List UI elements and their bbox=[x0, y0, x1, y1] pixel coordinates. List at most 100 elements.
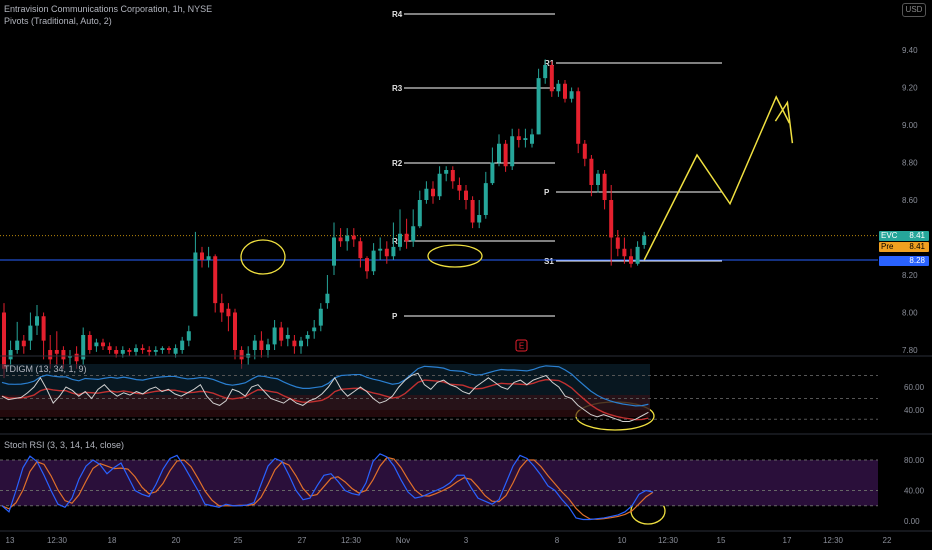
pivot-label: R2 bbox=[392, 159, 403, 168]
candle bbox=[516, 128, 521, 148]
candle-body bbox=[477, 215, 482, 223]
candle bbox=[576, 87, 581, 154]
candle-body bbox=[318, 308, 323, 326]
candle-body bbox=[437, 173, 442, 197]
candle bbox=[28, 312, 33, 350]
candle bbox=[94, 338, 99, 352]
candle-body bbox=[153, 350, 158, 352]
stoch-rsi-pane: 80.00 40.00 0.00 bbox=[0, 453, 925, 526]
candle bbox=[259, 331, 264, 358]
candle-body bbox=[464, 190, 468, 200]
stoch-k-line bbox=[1, 453, 654, 521]
candle bbox=[107, 342, 112, 354]
candle bbox=[186, 325, 191, 347]
candle-body bbox=[391, 246, 396, 257]
candle-body bbox=[101, 342, 105, 347]
candle bbox=[338, 228, 343, 247]
candle-body bbox=[589, 158, 594, 185]
candle-body bbox=[259, 340, 264, 350]
candle bbox=[615, 230, 620, 257]
candle bbox=[193, 231, 198, 317]
candle-body bbox=[186, 331, 191, 341]
candle bbox=[464, 185, 468, 210]
candle bbox=[503, 140, 508, 172]
candle bbox=[622, 237, 627, 264]
candle-body bbox=[35, 316, 39, 326]
candle bbox=[470, 196, 475, 229]
candle-body bbox=[497, 143, 501, 163]
candle-body bbox=[384, 248, 389, 257]
pivot-label: S1 bbox=[544, 257, 554, 266]
y-tick-label: 7.80 bbox=[902, 346, 918, 355]
x-tick-label: 12:30 bbox=[341, 536, 362, 545]
x-tick-label: 18 bbox=[108, 536, 117, 545]
candle bbox=[510, 128, 515, 170]
candle-body bbox=[622, 248, 627, 257]
candle-body bbox=[312, 327, 317, 332]
candle-body bbox=[61, 350, 66, 360]
tdi-price-line bbox=[1, 372, 649, 422]
candle-body bbox=[483, 183, 488, 215]
candle bbox=[318, 303, 323, 332]
candle-body bbox=[2, 312, 6, 369]
candle bbox=[153, 346, 158, 356]
candle bbox=[219, 293, 224, 322]
earnings-marker[interactable]: E bbox=[515, 339, 528, 352]
candle bbox=[312, 320, 317, 339]
candle bbox=[345, 228, 350, 251]
candle-body bbox=[8, 350, 13, 360]
candle bbox=[279, 321, 284, 347]
stoch-legend[interactable]: Stoch RSI (3, 3, 14, 14, close) bbox=[4, 440, 125, 450]
candle-body bbox=[635, 246, 640, 264]
candle-body bbox=[15, 340, 20, 350]
candle-body bbox=[213, 256, 218, 304]
candle bbox=[523, 128, 528, 148]
candle bbox=[173, 344, 178, 358]
candle-body bbox=[510, 136, 515, 167]
candle bbox=[477, 200, 482, 229]
candle-body bbox=[457, 185, 462, 191]
pivot-label: R1 bbox=[392, 237, 403, 246]
candle-body bbox=[602, 173, 607, 200]
candle bbox=[41, 312, 46, 360]
candle bbox=[48, 335, 53, 369]
candle-body bbox=[114, 350, 119, 354]
candle bbox=[391, 222, 396, 260]
candle bbox=[134, 344, 138, 356]
chart-title: Entravision Communications Corporation, … bbox=[4, 4, 213, 14]
candle bbox=[68, 350, 72, 365]
candle-body bbox=[358, 241, 363, 259]
x-tick-label: 13 bbox=[6, 536, 15, 545]
candle bbox=[15, 321, 20, 354]
candle bbox=[200, 246, 204, 268]
tdi-signal-line bbox=[1, 378, 649, 421]
candle-body bbox=[424, 188, 429, 200]
candle bbox=[635, 241, 640, 266]
price-axis: 9.409.209.008.808.608.408.208.007.80 bbox=[902, 46, 918, 355]
candle-body bbox=[332, 237, 336, 266]
time-axis: 13 12:30 18 20 25 27 12:30 Nov 3 8 10 12:30 15 17 12:3… bbox=[6, 536, 892, 545]
x-tick-label: 3 bbox=[464, 536, 469, 545]
candle-body bbox=[371, 250, 376, 272]
candle bbox=[530, 128, 534, 148]
x-tick-label: 12:30 bbox=[823, 536, 844, 545]
x-tick-label: 8 bbox=[555, 536, 560, 545]
candle bbox=[457, 177, 462, 200]
candle bbox=[549, 61, 554, 97]
candle bbox=[437, 166, 442, 200]
candle bbox=[371, 243, 376, 275]
stoch-tick-label: 80.00 bbox=[904, 456, 925, 465]
pivots-legend[interactable]: Pivots (Traditional, Auto, 2) bbox=[4, 16, 112, 26]
candle-body bbox=[180, 340, 185, 350]
candle-body bbox=[556, 83, 561, 92]
candle-body bbox=[140, 348, 145, 350]
candle bbox=[87, 331, 92, 354]
candle bbox=[272, 320, 277, 350]
candle-body bbox=[378, 248, 383, 251]
tdi-legend[interactable]: TDIGM (13, 34, 1, 9) bbox=[4, 364, 87, 374]
x-tick-label: Nov bbox=[396, 536, 410, 545]
candle bbox=[35, 305, 39, 335]
svg-text:E: E bbox=[519, 342, 524, 351]
currency-label[interactable]: USD bbox=[902, 3, 926, 17]
